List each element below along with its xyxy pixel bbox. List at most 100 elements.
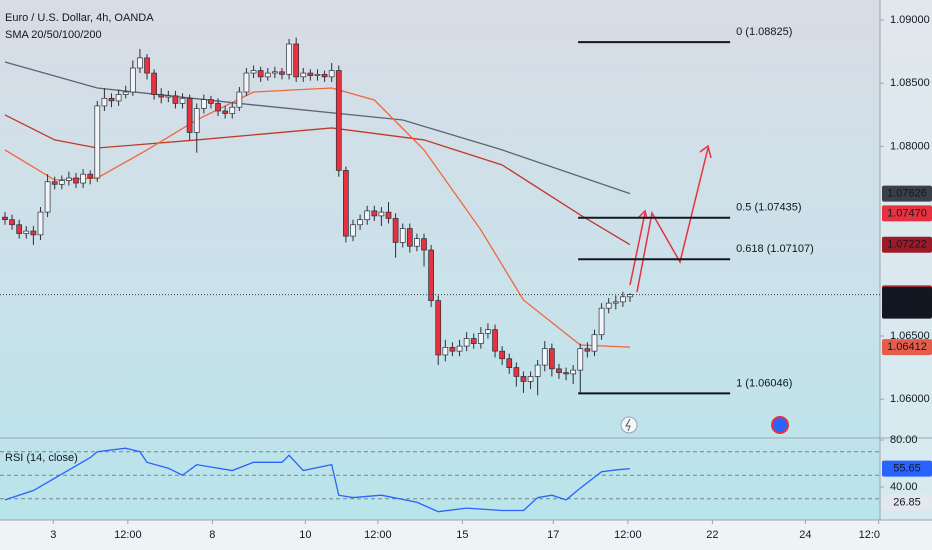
candle-body [492,329,498,352]
candle-body [414,238,420,247]
candle-body [470,338,477,344]
candle-body [80,173,86,184]
candle-body [442,347,449,356]
x-tick-label: 12:00 [364,529,392,541]
price-tag-label: 1.07222 [887,239,927,251]
candle-body [179,97,186,104]
moving-average [4,114,631,246]
y-tick-label: 1.08000 [890,140,930,152]
candle-body [343,170,349,237]
candle-body [16,224,23,234]
candle-body [137,57,143,69]
candle-body [549,348,555,370]
candle-body [66,177,72,181]
icon [620,416,638,434]
rsi-line [4,447,631,513]
time-axis-bg [0,520,932,550]
candle-body [73,177,79,184]
y-tick-label: 80.00 [890,434,918,446]
y-tick-label: 40.00 [890,481,918,493]
candle-body [293,43,300,78]
x-tick-label: 12:00 [114,529,142,541]
x-tick-label: 12:00 [614,529,642,541]
price-tag-label: 1.07470 [887,207,927,219]
candle-body [428,249,434,301]
candle-body [541,348,548,366]
fib-label: 0.5 (1.07435) [736,202,801,214]
candle-body [172,95,179,104]
arrow [629,212,646,286]
price-tag-label: 1.06412 [887,341,927,353]
price-axis-bg [880,0,932,520]
x-tick-label: 24 [799,529,811,541]
candle-body [257,70,264,78]
candle-body [506,358,513,368]
candle-body [300,72,307,78]
candle-body [37,211,44,236]
rsi-tag-label: 26.85 [893,496,921,508]
candle-body [435,300,442,356]
candle-body [9,219,15,226]
candle-body [321,73,328,78]
candle-body [477,333,484,344]
candle-body [378,211,385,217]
x-tick-label: 8 [209,529,215,541]
candle-body [279,71,285,75]
candle-body [499,350,505,360]
price-tag [882,286,932,319]
x-tick-label: 3 [50,529,56,541]
candle-body [200,99,207,109]
price-tag [882,205,932,222]
candle-body [563,372,569,375]
indicator-label: SMA 20/50/100/200 [5,29,102,41]
candle-body [421,238,427,251]
candle-body [406,228,413,247]
candle-body [108,97,115,102]
candle-body [2,216,8,221]
candle-body [87,173,94,179]
candle-body [612,301,619,304]
candle-body [357,219,363,226]
candle-body [51,181,58,185]
y-tick-label: 1.06500 [890,330,930,342]
candle-body [527,376,534,382]
candle-body [94,105,101,179]
candle-body [165,95,172,98]
icon [771,416,789,434]
candle-body [144,57,150,74]
candle-body [598,307,605,336]
candle-body [115,94,122,102]
candle-body [236,91,243,108]
candle-body [605,302,612,309]
fib-label: 1 (1.06046) [736,377,792,389]
candle-body [272,71,278,74]
candle-body [328,70,335,78]
candle-body [399,228,406,243]
candle-body [222,110,228,114]
x-tick-label: 12:0 [859,529,880,541]
candle-body [208,99,214,104]
chart-title: Euro / U.S. Dollar, 4h, OANDA [5,12,154,24]
candle-body [371,210,378,217]
candle-body [314,73,321,76]
event-icon[interactable] [620,416,638,434]
x-tick-label: 10 [299,529,311,541]
candle-body [584,348,591,352]
rsi-title: RSI (14, close) [5,452,78,464]
event-icon[interactable] [771,416,789,434]
candle-body [463,338,470,347]
candle-body [456,345,463,352]
candle-body [186,97,193,133]
x-tick-label: 15 [456,529,468,541]
candle-body [23,230,30,234]
candle-body [556,368,562,373]
arrow-head [699,144,712,159]
candle-body [570,369,577,375]
price-tag [882,339,932,356]
candle-body [350,224,356,237]
y-tick-label: 1.06000 [890,393,930,405]
candle-body [485,329,491,334]
candle-body [30,230,37,236]
price-tag [882,185,932,202]
